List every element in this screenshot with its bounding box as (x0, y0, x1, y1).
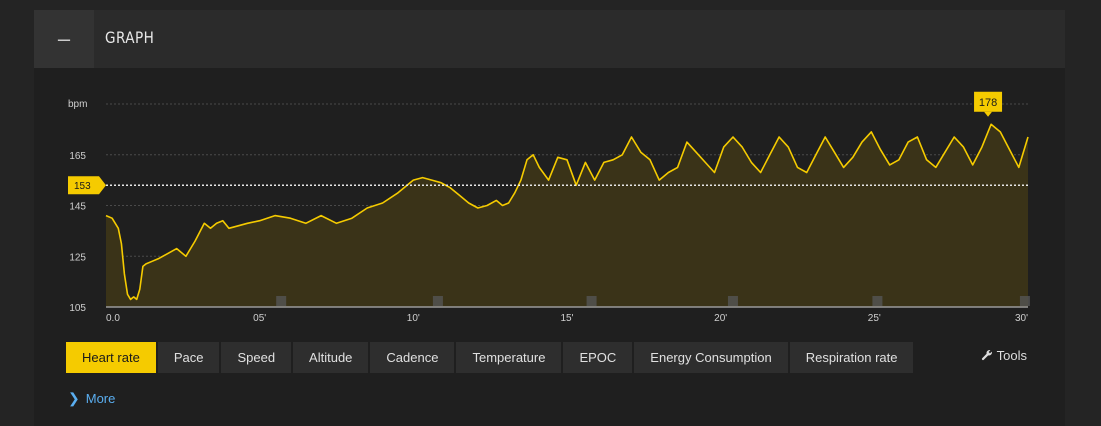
tab-temperature[interactable]: Temperature (456, 342, 562, 373)
heart-rate-chart: 105 125 145 165 bpm 0.0 05' 10' 15' 20' 25' 30' 153 1… (68, 91, 1030, 324)
y-tick-label: 165 (69, 151, 86, 162)
lap-marker (727, 296, 738, 306)
x-tick-label: 10' (407, 313, 420, 324)
tools-label: Tools (996, 348, 1027, 363)
tools-button[interactable]: Tools (981, 348, 1027, 363)
tab-epoc[interactable]: EPOC (563, 342, 633, 373)
y-axis-label: bpm (68, 99, 87, 110)
max-tag (974, 91, 1003, 112)
tab-respiration-rate[interactable]: Respiration rate (789, 342, 914, 373)
tab-energy-consumption[interactable]: Energy Consumption (634, 342, 788, 373)
y-tick-label: 105 (69, 303, 86, 314)
max-label: 178 (979, 97, 997, 109)
y-tick-label: 125 (69, 252, 86, 263)
x-tick-label: 25' (868, 313, 881, 324)
tab-heart-rate[interactable]: Heart rate (66, 342, 156, 373)
tab-speed[interactable]: Speed (221, 342, 292, 373)
tab-cadence[interactable]: Cadence (370, 342, 455, 373)
lap-marker (276, 296, 287, 306)
panel-title: GRAPH (105, 28, 155, 47)
more-label: More (85, 391, 116, 406)
x-tick-label: 30' (1015, 313, 1028, 324)
lap-marker (586, 296, 597, 306)
heart-rate-line (105, 123, 1029, 301)
average-tag (68, 176, 106, 195)
y-tick-label: 145 (69, 202, 86, 213)
lap-marker (1019, 296, 1030, 306)
max-tag-pointer (984, 111, 993, 117)
x-tick-label: 0.0 (106, 313, 120, 324)
metric-tabs: Heart rate Pace Speed Altitude Cadence Temper… (66, 342, 914, 373)
tab-altitude[interactable]: Altitude (293, 342, 369, 373)
wrench-icon (981, 348, 996, 363)
panel-header: – GRAPH (34, 10, 1065, 68)
tab-pace[interactable]: Pace (157, 342, 220, 373)
lap-marker (872, 296, 883, 306)
x-tick-label: 20' (714, 313, 727, 324)
area-fill (106, 124, 1028, 307)
x-tick-label: 05' (253, 313, 266, 324)
collapse-button[interactable]: – (34, 10, 94, 68)
x-tick-label: 15' (560, 313, 573, 324)
average-label: 153 (74, 181, 91, 192)
more-link[interactable]: ❯ More (68, 390, 115, 407)
lap-marker (432, 296, 443, 306)
chevron-right-icon: ❯ (68, 390, 80, 406)
